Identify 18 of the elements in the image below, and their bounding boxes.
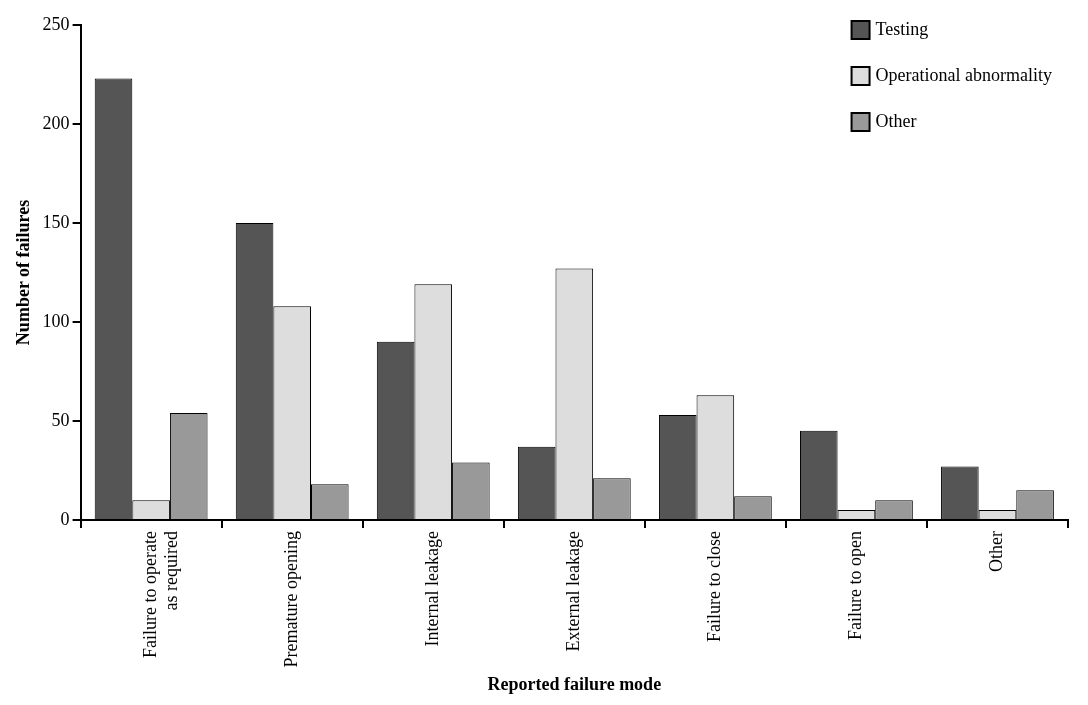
x-tick-label: Failure to operate as required <box>139 530 182 658</box>
y-tick-label: 250 <box>42 13 70 34</box>
legend-label: Operational abnormality <box>875 64 1053 85</box>
x-axis-title: Reported failure mode <box>487 673 662 694</box>
x-tick-label: External leakage <box>563 530 584 652</box>
x-tick-label: Failure to close <box>704 530 725 642</box>
y-axis-title: Number of failures <box>13 199 34 346</box>
y-tick-label: 200 <box>42 112 70 133</box>
x-tick-label: Other <box>986 530 1007 572</box>
x-tick-label: Internal leakage <box>421 530 442 647</box>
y-tick-label: 100 <box>42 310 70 331</box>
y-tick-label: 0 <box>60 508 70 529</box>
legend-label: Other <box>875 110 917 131</box>
y-tick-label: 50 <box>51 409 70 430</box>
legend-label: Testing <box>875 18 929 39</box>
x-tick-label: Premature opening <box>280 530 301 668</box>
x-tick-label: Failure to open <box>845 530 866 640</box>
y-tick-label: 150 <box>42 211 70 232</box>
